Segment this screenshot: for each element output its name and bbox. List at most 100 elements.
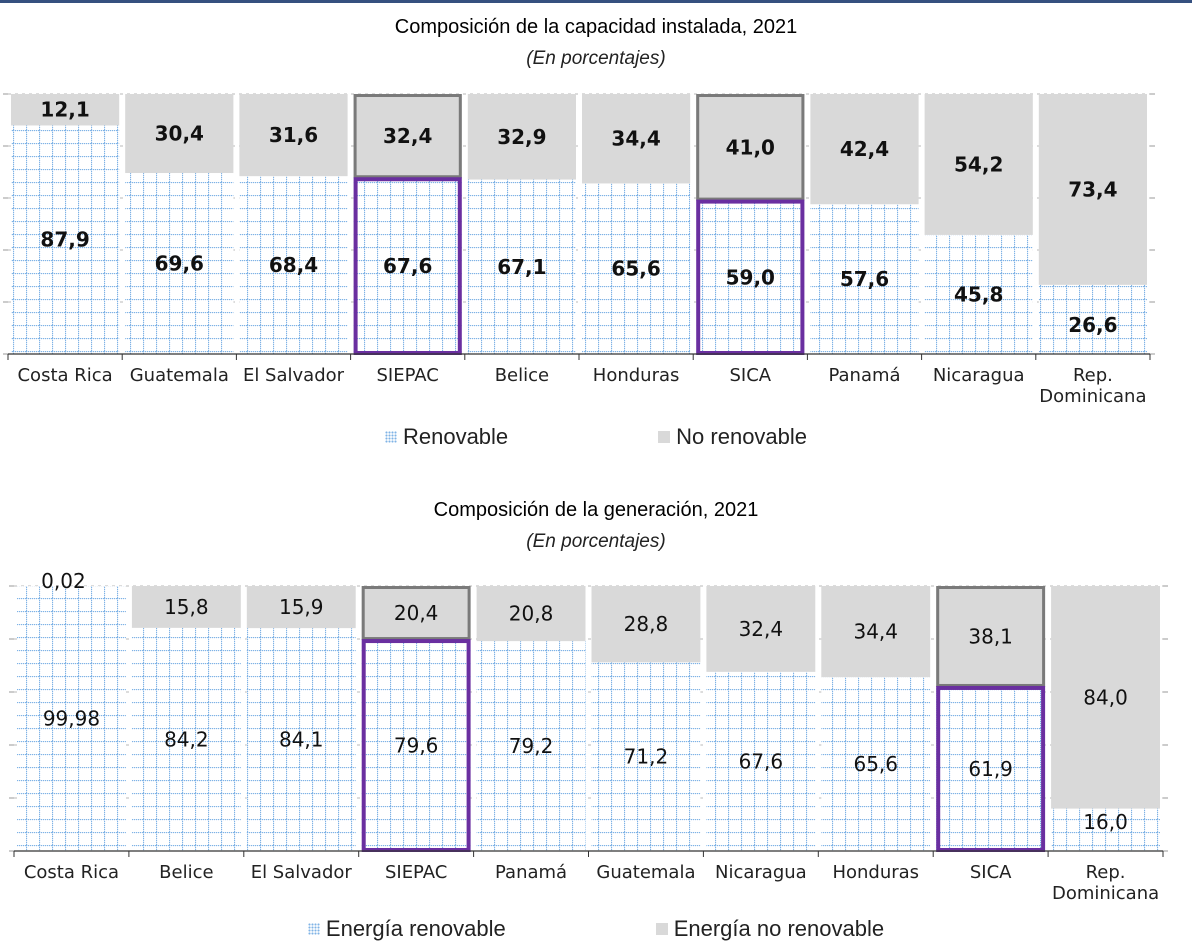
x-tick-label-1: Guatemala: [130, 365, 229, 386]
label-non-renewable-9: 84,0: [1083, 685, 1128, 709]
bar-non-renewable-4: [476, 586, 586, 642]
label-renewable-3: 79,6: [394, 734, 439, 758]
x-tick-label-4: Belice: [495, 365, 549, 386]
label-renewable-8: 61,9: [968, 757, 1013, 781]
chart2-legend: Energía renovable Energía no renovable: [0, 916, 1192, 942]
bar-renewable-1: [131, 627, 241, 851]
highlight-outline-bottom-3: [361, 639, 471, 852]
x-tick-label-0: Costa Rica: [24, 862, 119, 883]
x-tick-label-0: Costa Rica: [17, 365, 112, 386]
bar-non-renewable-9: [1038, 94, 1147, 285]
legend-label-no-renovable: No renovable: [676, 424, 808, 449]
label-renewable-6: 67,6: [739, 749, 784, 773]
legend-item-energia-renovable: Energía renovable: [307, 916, 506, 942]
bar-non-renewable-1: [125, 94, 234, 174]
label-non-renewable-6: 41,0: [726, 135, 775, 159]
bar-non-renewable-5: [582, 94, 691, 184]
label-non-renewable-0: 12,1: [40, 98, 89, 122]
x-tick-label-8: SICA: [970, 862, 1012, 883]
label-non-renewable-2: 31,6: [269, 123, 318, 147]
bar-non-renewable-9: [1051, 586, 1160, 809]
bar-renewable-5: [591, 662, 701, 851]
bar-renewable-9: [1051, 808, 1160, 851]
label-non-renewable-7: 42,4: [840, 137, 889, 161]
x-tick-label-2: El Salvador: [251, 862, 353, 883]
label-renewable-7: 65,6: [853, 752, 898, 776]
x-tick-label-5: Guatemala: [596, 862, 695, 883]
label-renewable-5: 71,2: [624, 745, 669, 769]
bar-renewable-8: [936, 686, 1046, 851]
legend-label-renovable: Renovable: [402, 424, 509, 449]
bar-renewable-9: [1038, 284, 1147, 354]
bar-renewable-5: [582, 183, 691, 354]
x-tick-label-9: Dominicana: [1052, 883, 1159, 904]
chart1-legend: Renovable No renovable: [0, 424, 1192, 450]
highlight-outline-bottom-8: [936, 685, 1046, 853]
legend-item-renovable: Renovable: [384, 424, 509, 450]
x-tick-label-7: Honduras: [832, 862, 919, 883]
highlight-outline-bottom-6: [696, 199, 805, 355]
label-renewable-5: 65,6: [611, 257, 660, 281]
label-renewable-1: 69,6: [155, 252, 204, 276]
highlight-outline-top-3: [353, 94, 462, 179]
x-tick-label-9: Rep.: [1086, 862, 1126, 883]
label-renewable-4: 79,2: [509, 734, 554, 758]
label-non-renewable-5: 34,4: [611, 127, 660, 151]
bar-renewable-2: [246, 628, 356, 851]
bar-non-renewable-2: [239, 94, 348, 177]
bar-non-renewable-5: [591, 586, 701, 663]
label-renewable-8: 45,8: [954, 282, 1003, 306]
label-renewable-4: 67,1: [497, 255, 546, 279]
legend-item-no-renovable: No renovable: [658, 424, 807, 450]
highlight-outline-top-8: [936, 586, 1046, 687]
label-non-renewable-6: 32,4: [739, 617, 784, 641]
x-tick-label-5: Honduras: [593, 365, 680, 386]
x-tick-label-7: Panamá: [828, 365, 900, 386]
bar-renewable-7: [821, 677, 931, 851]
x-tick-label-3: SIEPAC: [385, 862, 447, 883]
label-non-renewable-2: 15,9: [279, 595, 324, 619]
x-tick-label-2: El Salvador: [243, 365, 345, 386]
label-non-renewable-1: 30,4: [155, 122, 204, 146]
bar-renewable-3: [353, 178, 462, 354]
bar-non-renewable-3: [361, 586, 471, 641]
x-tick-label-3: SIEPAC: [377, 365, 439, 386]
bar-renewable-6: [706, 671, 816, 851]
chart2-title: Composición de la generación, 2021: [433, 499, 759, 521]
label-renewable-0: 99,98: [43, 707, 100, 731]
bar-renewable-0: [17, 586, 126, 851]
chart1-subtitle: (En porcentajes): [526, 48, 666, 69]
label-non-renewable-4: 32,9: [497, 125, 546, 149]
bar-non-renewable-8: [924, 94, 1033, 235]
bar-renewable-4: [476, 641, 586, 851]
bar-non-renewable-7: [810, 94, 919, 205]
bar-non-renewable-3: [353, 94, 462, 179]
bar-renewable-0: [11, 125, 120, 355]
highlight-outline-top-3: [361, 586, 471, 641]
x-tick-label-9: Rep.: [1073, 365, 1113, 386]
renewable-swatch-icon: [384, 431, 397, 443]
bar-renewable-1: [125, 173, 234, 354]
x-tick-label-6: SICA: [729, 365, 771, 386]
highlight-outline-bottom-3: [353, 177, 462, 355]
bar-renewable-3: [361, 640, 471, 851]
chart1-title: Composición de la capacidad instalada, 2…: [394, 16, 798, 38]
label-non-renewable-0: 0,02: [41, 569, 86, 593]
chart1-plot: 12,1 87,9 Costa Rica 30,4 69,6 Guatemala 31,6 6…: [3, 93, 1155, 407]
bar-non-renewable-6: [696, 94, 805, 201]
label-non-renewable-1: 15,8: [164, 595, 209, 619]
x-tick-label-4: Panamá: [495, 862, 567, 883]
x-tick-label-9: Dominicana: [1039, 386, 1146, 407]
bar-non-renewable-0: [11, 94, 120, 126]
renewable-swatch-icon: [307, 923, 320, 935]
label-non-renewable-8: 54,2: [954, 152, 1003, 176]
label-renewable-9: 26,6: [1068, 313, 1117, 337]
bar-non-renewable-2: [246, 586, 356, 629]
bar-renewable-2: [239, 176, 348, 354]
bar-non-renewable-4: [467, 94, 576, 180]
top-rule: [0, 0, 1192, 3]
bar-renewable-6: [696, 200, 805, 354]
bar-renewable-8: [924, 234, 1033, 354]
label-renewable-2: 68,4: [269, 253, 318, 277]
bar-renewable-4: [467, 179, 576, 354]
